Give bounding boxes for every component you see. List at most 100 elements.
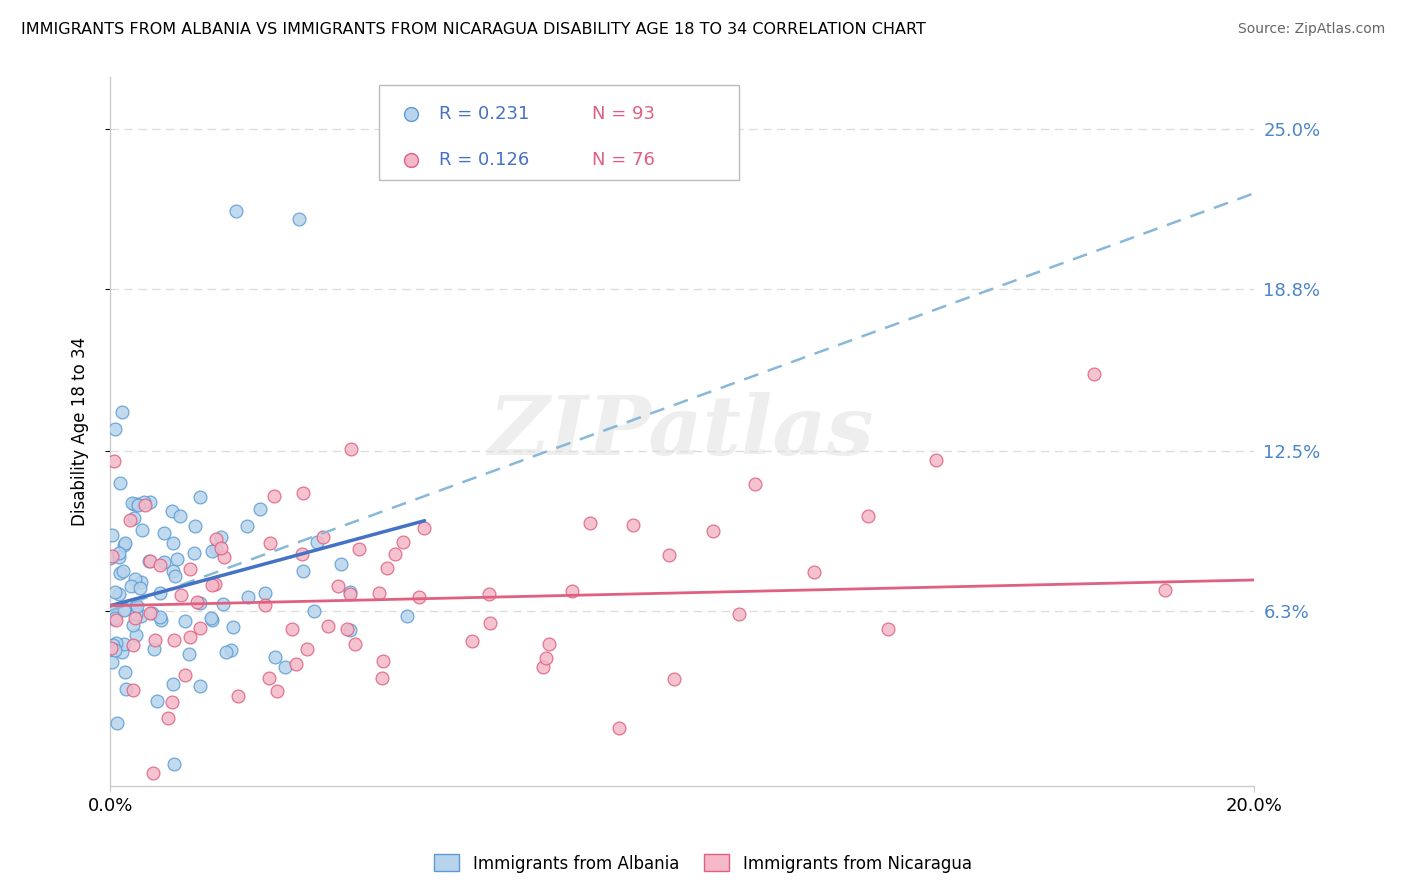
Point [163, 569, 186, 583]
Point [121, 617, 143, 632]
Point [101, 655, 124, 669]
Point [478, 586, 501, 600]
Point [110, 475, 132, 490]
Point [143, 633, 166, 648]
Text: R = 0.231: R = 0.231 [440, 105, 530, 123]
Point [100, 640, 122, 655]
Point [344, 637, 367, 651]
Point [100, 527, 122, 541]
Point [111, 645, 134, 659]
Point [132, 495, 155, 509]
Point [295, 642, 318, 657]
Point [305, 534, 328, 549]
Point [461, 633, 484, 648]
Point [103, 422, 125, 436]
Point [157, 711, 180, 725]
Point [479, 615, 502, 630]
Point [103, 638, 125, 652]
Point [204, 532, 226, 546]
Point [330, 557, 353, 571]
Point [288, 212, 311, 227]
Point [236, 590, 259, 604]
Point [373, 654, 395, 668]
Point [254, 599, 277, 613]
Point [803, 565, 825, 579]
Point [371, 672, 394, 686]
Point [291, 564, 314, 578]
Point [285, 657, 308, 671]
Point [122, 511, 145, 525]
Point [110, 566, 132, 580]
Point [139, 495, 162, 509]
Point [347, 542, 370, 557]
Point [339, 587, 361, 601]
Point [149, 558, 172, 573]
Point [201, 578, 224, 592]
Point [105, 716, 128, 731]
Point [146, 694, 169, 708]
Point [112, 637, 135, 651]
Point [162, 677, 184, 691]
Point [408, 591, 430, 605]
Point [235, 518, 257, 533]
Text: ZIPatlas: ZIPatlas [489, 392, 875, 472]
Point [107, 549, 129, 564]
Point [150, 613, 173, 627]
Text: Source: ZipAtlas.com: Source: ZipAtlas.com [1237, 22, 1385, 37]
Point [744, 477, 766, 491]
Point [377, 561, 399, 575]
Point [183, 518, 205, 533]
Point [100, 551, 122, 566]
Point [127, 498, 149, 512]
Point [160, 695, 183, 709]
Y-axis label: Disability Age 18 to 34: Disability Age 18 to 34 [72, 337, 89, 526]
Point [108, 546, 131, 560]
Point [120, 513, 142, 527]
Point [188, 622, 211, 636]
Point [368, 586, 391, 600]
Point [104, 643, 127, 657]
Point [658, 549, 681, 563]
Point [103, 454, 125, 468]
Point [392, 535, 415, 549]
Point [101, 549, 124, 563]
Text: R = 0.126: R = 0.126 [440, 152, 530, 169]
Point [662, 672, 685, 686]
Point [121, 496, 143, 510]
Point [149, 609, 172, 624]
Point [531, 660, 554, 674]
Point [114, 602, 136, 616]
Point [115, 682, 138, 697]
Point [607, 722, 630, 736]
Point [131, 574, 153, 589]
Point [201, 613, 224, 627]
Point [174, 668, 197, 682]
Text: IMMIGRANTS FROM ALBANIA VS IMMIGRANTS FROM NICARAGUA DISABILITY AGE 18 TO 34 COR: IMMIGRANTS FROM ALBANIA VS IMMIGRANTS FR… [21, 22, 927, 37]
Point [108, 587, 131, 601]
Point [339, 623, 361, 637]
Point [877, 622, 900, 636]
Point [141, 606, 163, 620]
Point [142, 641, 165, 656]
Point [112, 538, 135, 552]
Point [214, 550, 236, 565]
Point [259, 671, 281, 685]
Point [263, 649, 285, 664]
Point [396, 609, 419, 624]
Point [340, 442, 363, 456]
Point [124, 572, 146, 586]
Point [204, 577, 226, 591]
Point [153, 555, 176, 569]
Point [112, 602, 135, 616]
Point [103, 605, 125, 619]
Point [163, 756, 186, 771]
Point [104, 585, 127, 599]
Point [561, 583, 583, 598]
Point [328, 579, 350, 593]
Point [204, 542, 226, 557]
Point [169, 588, 191, 602]
Point [149, 585, 172, 599]
Point [124, 607, 146, 621]
Point [291, 547, 314, 561]
Point [131, 523, 153, 537]
